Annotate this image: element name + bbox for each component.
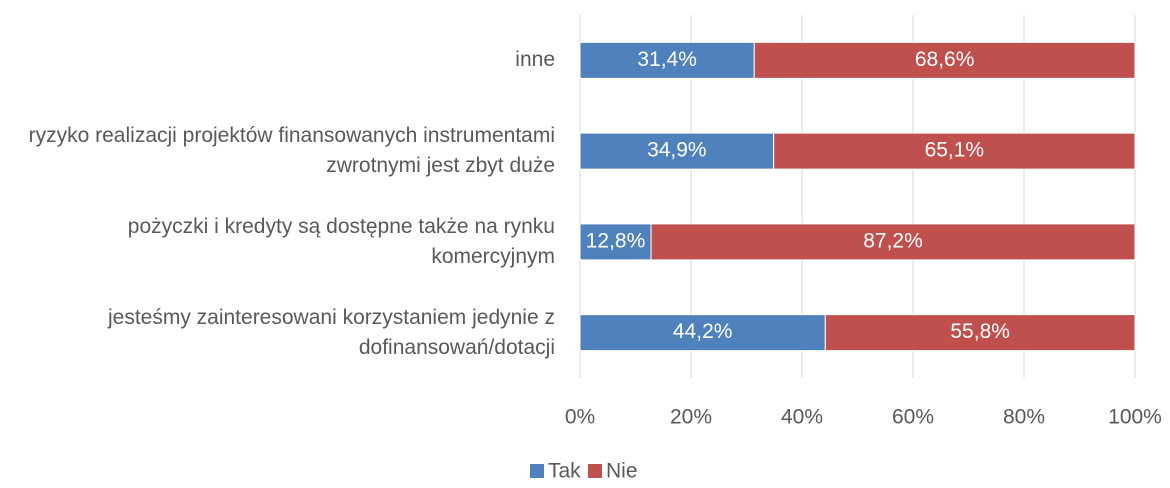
value-label: 31,4% bbox=[637, 48, 697, 71]
bar-segment bbox=[824, 314, 1136, 352]
x-tick-label: 20% bbox=[670, 406, 712, 429]
value-label: 55,8% bbox=[950, 320, 1010, 343]
value-label: 87,2% bbox=[863, 229, 923, 252]
legend-swatch bbox=[588, 464, 602, 478]
legend-swatch bbox=[530, 464, 544, 478]
bar-segment bbox=[650, 223, 1136, 261]
value-label: 12,8% bbox=[586, 229, 646, 252]
bar-segment bbox=[773, 132, 1136, 170]
bar-segment bbox=[579, 223, 652, 261]
category-label: inne bbox=[515, 48, 555, 72]
value-label: 68,6% bbox=[915, 48, 975, 71]
category-label: jesteśmy zainteresowani korzystaniem jed… bbox=[107, 305, 555, 359]
legend-label: Nie bbox=[606, 460, 638, 483]
value-label: 65,1% bbox=[925, 139, 985, 162]
x-tick-label: 100% bbox=[1108, 406, 1162, 429]
bar-segment bbox=[579, 41, 755, 79]
x-tick-label: 60% bbox=[892, 406, 934, 429]
legend-label: Tak bbox=[548, 460, 581, 483]
category-label: ryzyko realizacji projektów finansowanyc… bbox=[28, 124, 555, 178]
value-label: 44,2% bbox=[673, 320, 733, 343]
value-label: 34,9% bbox=[647, 139, 707, 162]
x-tick-label: 40% bbox=[781, 406, 823, 429]
x-tick-label: 0% bbox=[565, 406, 595, 429]
bar-segment bbox=[579, 314, 826, 352]
x-tick-label: 80% bbox=[1003, 406, 1045, 429]
category-label: pożyczki i kredyty są dostępne także na … bbox=[127, 214, 555, 268]
bar-segment bbox=[579, 132, 775, 170]
bar-segment bbox=[753, 41, 1136, 79]
